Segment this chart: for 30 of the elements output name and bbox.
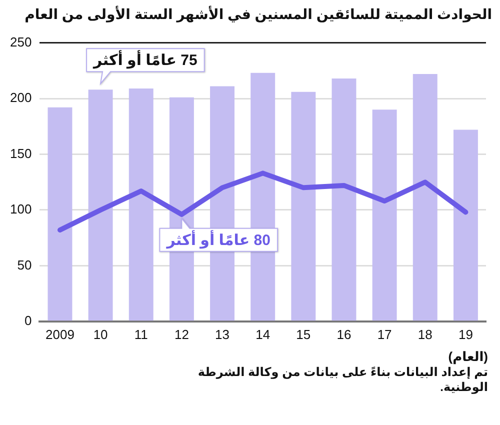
x-tick-label: 2009: [46, 326, 74, 342]
bar: [88, 90, 113, 321]
x-tick-label: 12: [174, 326, 189, 342]
x-tick-label: 17: [377, 326, 392, 342]
chart-title: الحوادث المميتة للسائقين المسنين في الأشهر الستة الأولى من العام: [24, 4, 493, 24]
bar: [48, 107, 72, 321]
y-tick-label: 200: [10, 90, 32, 106]
y-tick-label: 100: [10, 202, 32, 217]
bar: [291, 92, 316, 321]
y-tick-label: 0: [24, 312, 32, 328]
bar: [372, 110, 397, 321]
bar: [412, 74, 438, 321]
x-tick-label: 13: [215, 326, 230, 342]
bar: [453, 130, 478, 321]
x-tick-label: 18: [418, 326, 432, 342]
bar: [332, 78, 356, 321]
y-tick-label: 250: [10, 34, 32, 50]
series-label: 80 عامًا أو أكثر: [166, 230, 270, 250]
x-axis-title: (العام): [447, 349, 489, 365]
y-tick-label: 50: [17, 257, 32, 272]
x-tick-label: 16: [336, 326, 352, 342]
series-label: 75 عامًا أو أكثر: [92, 50, 198, 70]
x-tick-label: 14: [256, 326, 270, 342]
x-tick-label: 15: [296, 326, 311, 342]
y-tick-label: 150: [10, 146, 32, 161]
text: تم إعداد البيانات بناءً على بيانات من وكالة الشرطة الوطنية.: [196, 365, 489, 395]
x-tick-label: 19: [458, 326, 473, 342]
x-tick-label: 11: [134, 326, 148, 342]
bar: [128, 88, 154, 321]
x-tick-label: 10: [93, 326, 108, 342]
